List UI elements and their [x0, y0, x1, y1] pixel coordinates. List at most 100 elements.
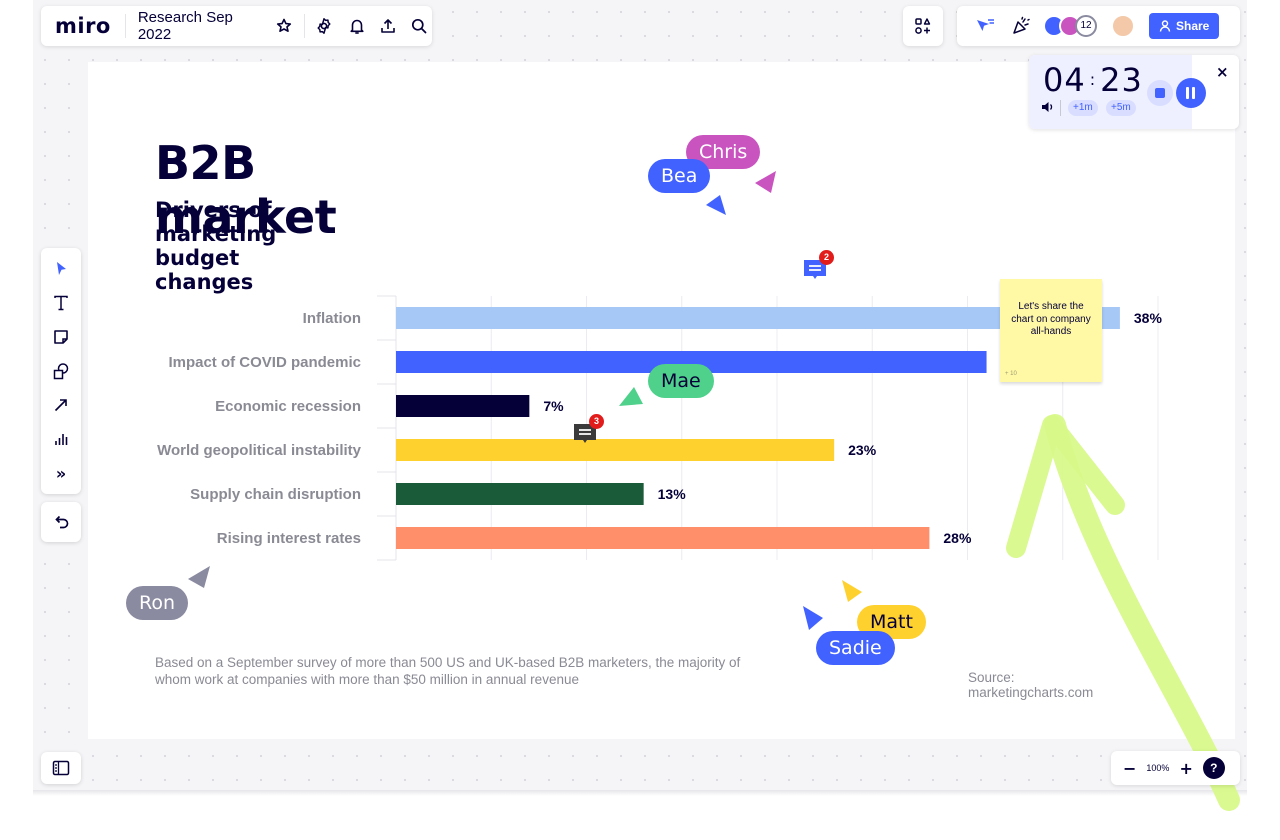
- sticky-reactions: + 10: [1005, 371, 1017, 377]
- data-label: 38%: [1134, 310, 1163, 326]
- comment-thread[interactable]: 2: [802, 250, 834, 280]
- more-tools-button[interactable]: »: [55, 463, 67, 483]
- stop-button[interactable]: [1147, 80, 1173, 106]
- canvas-edge: [33, 790, 1247, 796]
- data-label: 23%: [848, 442, 877, 458]
- star-icon[interactable]: [271, 12, 298, 40]
- timer-widget: 04:23 +1m +5m ×: [1029, 55, 1239, 129]
- category-label: Inflation: [303, 310, 361, 327]
- bar: [396, 527, 930, 549]
- page-subtitle: Drivers of marketing budget changes: [155, 198, 277, 294]
- cursor-label-ron: Ron: [126, 586, 189, 620]
- category-label: World geopolitical instability: [157, 442, 362, 459]
- header-divider: [124, 14, 126, 38]
- data-label: 28%: [943, 530, 972, 546]
- comment-icon: [804, 260, 826, 279]
- cursor-label-bea: Bea: [648, 159, 711, 193]
- volume-icon[interactable]: [1041, 101, 1055, 113]
- share-label: Share: [1176, 19, 1210, 33]
- board-name[interactable]: Research Sep 2022: [137, 9, 233, 43]
- category-label: Supply chain disruption: [190, 486, 361, 503]
- bar: [396, 439, 835, 461]
- my-avatar[interactable]: [1111, 14, 1135, 38]
- comment-count-badge: 2: [819, 250, 834, 265]
- zoom-out-button[interactable]: −: [1123, 758, 1137, 778]
- undo-button[interactable]: [41, 502, 81, 542]
- data-label: 7%: [543, 398, 564, 414]
- select-tool[interactable]: [41, 252, 81, 286]
- share-button[interactable]: Share: [1149, 13, 1220, 39]
- bell-icon[interactable]: [344, 12, 371, 40]
- search-icon[interactable]: [405, 12, 432, 40]
- collaborators-count: 12: [1075, 15, 1097, 37]
- zoom-controls: − 100% + ?: [1111, 751, 1240, 785]
- page-title: B2B market: [155, 136, 337, 244]
- text-icon: [54, 295, 68, 311]
- settings-icon[interactable]: [311, 12, 338, 40]
- pause-button[interactable]: [1176, 78, 1206, 108]
- timer-divider: [1060, 100, 1061, 116]
- close-timer-button[interactable]: ×: [1216, 63, 1229, 81]
- cursor-pointer-icon: [755, 171, 776, 193]
- timer-minutes: 04: [1043, 61, 1086, 99]
- miro-logo[interactable]: miro: [55, 14, 111, 38]
- sticky-note-text: Let's share the chart on company all-han…: [1011, 301, 1091, 337]
- cursor-pointer-icon: [619, 387, 643, 406]
- sticky-note-icon: [54, 330, 68, 344]
- add-1m-button[interactable]: +1m: [1068, 100, 1098, 116]
- chart-source: Source: marketingcharts.com: [968, 670, 1094, 700]
- comment-thread[interactable]: 3: [572, 414, 604, 444]
- chart-tool[interactable]: [41, 422, 81, 456]
- pointer-icon: [57, 262, 66, 275]
- arrow-icon: [54, 399, 67, 412]
- help-button[interactable]: ?: [1202, 757, 1225, 779]
- add-5m-button[interactable]: +5m: [1106, 100, 1136, 116]
- panel-icon: [41, 752, 81, 784]
- follow-cursor-icon[interactable]: [971, 12, 999, 40]
- timer-seconds: 23: [1100, 61, 1143, 99]
- stop-icon: [1155, 88, 1165, 98]
- pause-icon: [1186, 87, 1189, 99]
- bar-chart-icon: [55, 434, 68, 445]
- bar: [396, 395, 530, 417]
- board-header: miro Research Sep 2022: [41, 6, 432, 46]
- bar: [396, 307, 1120, 329]
- apps-button[interactable]: [903, 6, 943, 46]
- bar: [396, 483, 644, 505]
- chart-footnote: Based on a September survey of more than…: [155, 655, 741, 687]
- cursor-pointer-icon: [803, 606, 823, 630]
- category-label: Impact of COVID pandemic: [168, 354, 361, 371]
- data-label: 13%: [658, 486, 687, 502]
- celebrate-icon[interactable]: [1007, 12, 1035, 40]
- bar: [396, 351, 987, 373]
- upload-icon[interactable]: [374, 12, 401, 40]
- header-divider: [303, 14, 305, 38]
- comment-icon: [574, 424, 596, 443]
- timer-separator: :: [1089, 70, 1097, 89]
- undo-icon: [55, 515, 69, 529]
- sticky-note-tool[interactable]: [41, 320, 81, 354]
- shapes-tool[interactable]: [41, 354, 81, 388]
- comment-count-badge: 3: [589, 414, 604, 429]
- category-label: Rising interest rates: [217, 530, 361, 547]
- category-label: Economic recession: [215, 398, 361, 415]
- apps-icon: [915, 18, 931, 34]
- timer-display: 04:23: [1043, 61, 1143, 99]
- zoom-level[interactable]: 100%: [1146, 763, 1170, 773]
- cursor-pointer-icon: [706, 195, 726, 215]
- undo-toolbar: [41, 502, 81, 542]
- board-canvas[interactable]: B2B market Drivers of marketing budget c…: [33, 0, 1247, 790]
- collaborator-avatars[interactable]: 12: [1043, 15, 1097, 37]
- connector-tool[interactable]: [41, 388, 81, 422]
- user-icon: [1159, 20, 1171, 32]
- zoom-in-button[interactable]: +: [1179, 758, 1193, 778]
- panel-toggle[interactable]: [41, 752, 81, 784]
- text-tool[interactable]: [41, 286, 81, 320]
- cursor-label-sadie: Sadie: [816, 631, 895, 665]
- cursor-pointer-icon: [842, 580, 862, 602]
- sticky-note[interactable]: Let's share the chart on company all-han…: [1000, 279, 1102, 382]
- creation-toolbar: »: [41, 248, 81, 494]
- shapes-icon: [53, 363, 69, 380]
